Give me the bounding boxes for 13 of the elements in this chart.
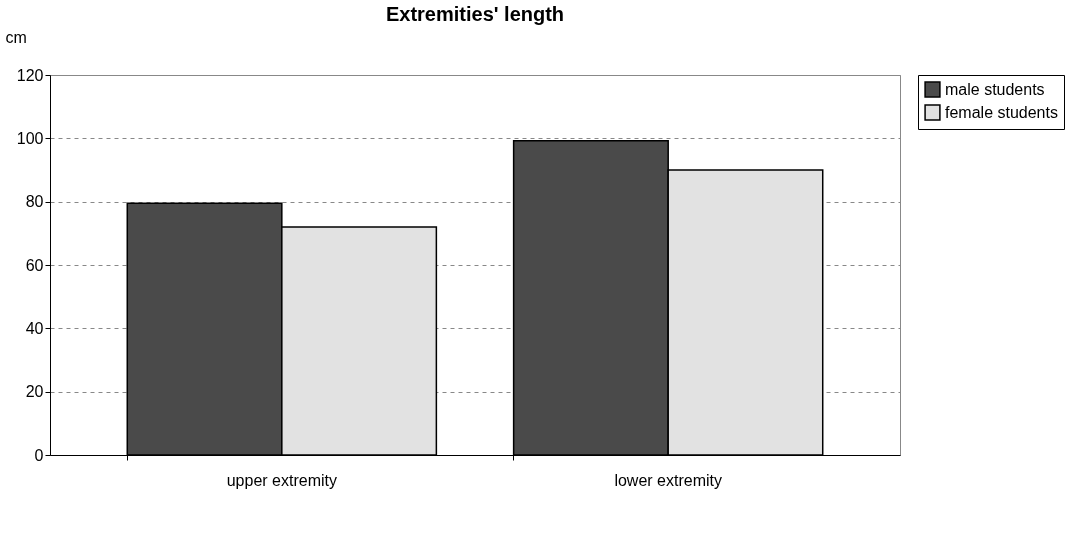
chart-title: Extremities' length (385, 3, 565, 25)
y-axis-title: cm (5, 28, 27, 46)
y-tick-label: 40 (25, 319, 44, 337)
y-tick-label: 80 (25, 193, 44, 211)
x-tick-label: lower extremity (614, 471, 722, 489)
legend-label: female students (945, 103, 1058, 121)
x-tick-label: upper extremity (226, 471, 337, 489)
y-tick-label: 20 (25, 383, 44, 401)
y-tick-label: 100 (16, 129, 44, 147)
y-tick-label: 0 (34, 446, 44, 464)
y-tick-label: 120 (16, 66, 44, 84)
legend-label: male students (945, 80, 1045, 98)
y-tick-label: 60 (25, 256, 44, 274)
